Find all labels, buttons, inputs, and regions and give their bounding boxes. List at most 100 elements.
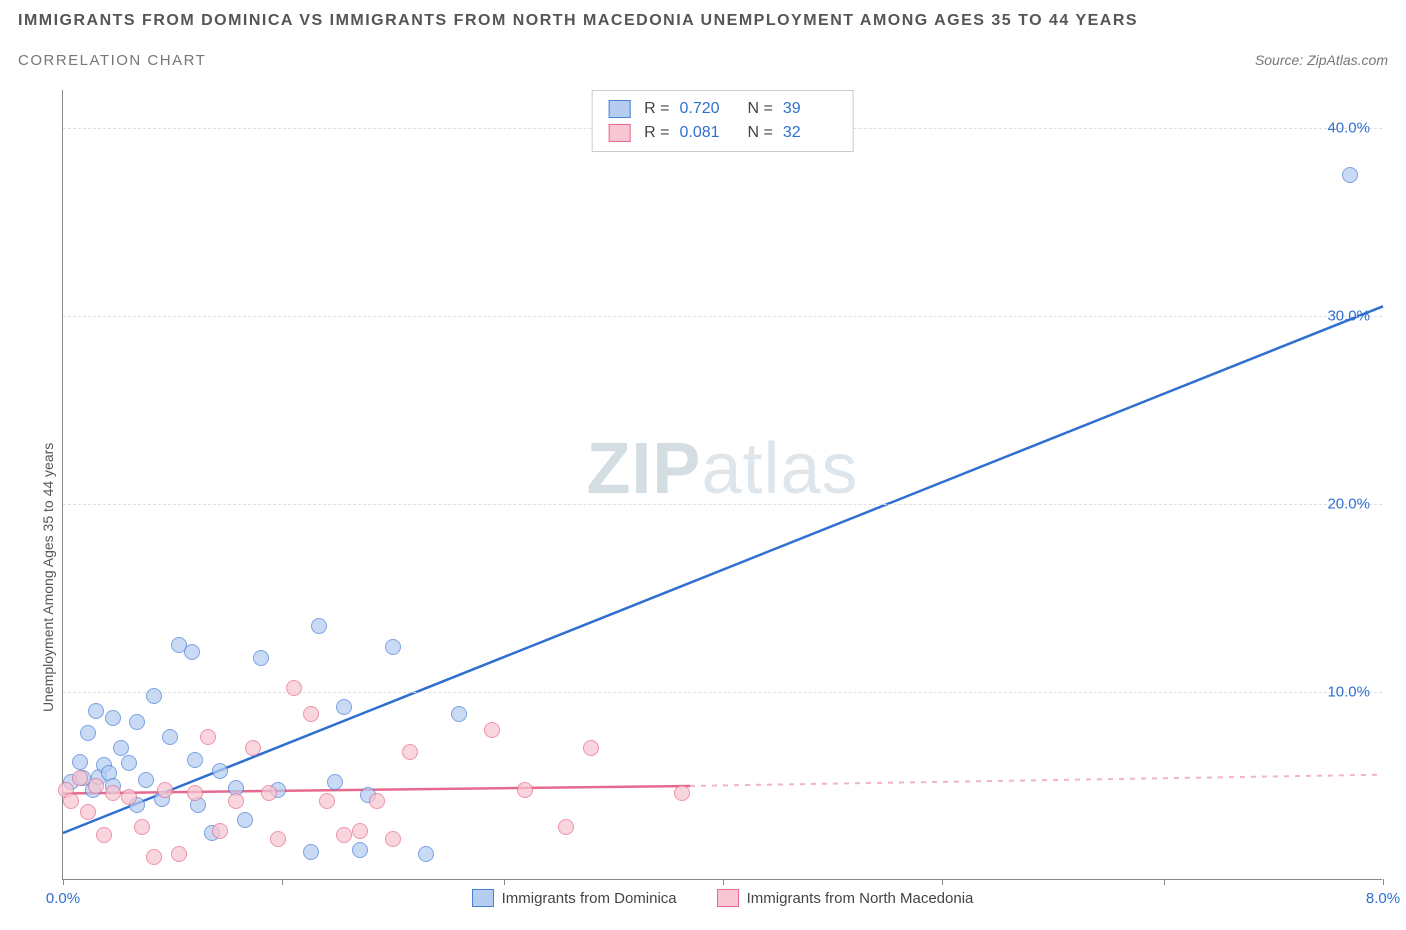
r-label: R = (644, 121, 669, 145)
point-dominica (113, 740, 129, 756)
point-dominica (451, 706, 467, 722)
watermark: ZIPatlas (586, 428, 858, 510)
point-macedonia (369, 793, 385, 809)
n-label: N = (748, 121, 773, 145)
r-label: R = (644, 97, 669, 121)
point-dominica (212, 763, 228, 779)
point-macedonia (105, 785, 121, 801)
point-macedonia (80, 804, 96, 820)
point-dominica (311, 618, 327, 634)
point-dominica (105, 710, 121, 726)
point-dominica (1342, 167, 1358, 183)
point-macedonia (96, 827, 112, 843)
point-dominica (80, 725, 96, 741)
point-macedonia (674, 785, 690, 801)
point-dominica (237, 812, 253, 828)
point-macedonia (558, 819, 574, 835)
y-tick-label: 40.0% (1327, 119, 1370, 136)
scatter-plot-area: ZIPatlas R = 0.720 N = 39 R = 0.081 N = … (62, 90, 1382, 880)
y-axis-label: Unemployment Among Ages 35 to 44 years (40, 443, 56, 712)
point-macedonia (336, 827, 352, 843)
legend-row-dominica: R = 0.720 N = 39 (608, 97, 837, 121)
point-dominica (253, 650, 269, 666)
chart-title: IMMIGRANTS FROM DOMINICA VS IMMIGRANTS F… (18, 12, 1388, 30)
grid-line (63, 504, 1382, 505)
point-macedonia (171, 846, 187, 862)
point-macedonia (261, 785, 277, 801)
y-tick-label: 10.0% (1327, 683, 1370, 700)
point-macedonia (157, 782, 173, 798)
point-macedonia (286, 680, 302, 696)
point-dominica (352, 842, 368, 858)
point-dominica (187, 752, 203, 768)
x-tick-label: 8.0% (1366, 890, 1400, 907)
n-value-dominica: 39 (783, 97, 837, 121)
legend-item-macedonia: Immigrants from North Macedonia (717, 889, 974, 907)
x-tick-mark (723, 879, 724, 885)
correlation-legend-box: R = 0.720 N = 39 R = 0.081 N = 32 (591, 90, 854, 152)
point-dominica (88, 703, 104, 719)
point-macedonia (88, 778, 104, 794)
x-tick-mark (1383, 879, 1384, 885)
point-macedonia (245, 740, 261, 756)
x-tick-label: 0.0% (46, 890, 80, 907)
swatch-macedonia (717, 889, 739, 907)
grid-line (63, 692, 1382, 693)
point-macedonia (63, 793, 79, 809)
x-tick-mark (63, 879, 64, 885)
point-dominica (72, 754, 88, 770)
legend-label: Immigrants from North Macedonia (747, 890, 974, 907)
point-macedonia (517, 782, 533, 798)
point-dominica (146, 688, 162, 704)
source-attribution: Source: ZipAtlas.com (1255, 52, 1388, 68)
legend-item-dominica: Immigrants from Dominica (472, 889, 677, 907)
point-dominica (129, 714, 145, 730)
x-tick-mark (282, 879, 283, 885)
chart-subtitle: CORRELATION CHART (18, 52, 206, 69)
y-tick-label: 30.0% (1327, 307, 1370, 324)
x-tick-mark (504, 879, 505, 885)
point-macedonia (385, 831, 401, 847)
point-macedonia (228, 793, 244, 809)
point-macedonia (319, 793, 335, 809)
point-dominica (327, 774, 343, 790)
point-dominica (162, 729, 178, 745)
point-macedonia (270, 831, 286, 847)
point-macedonia (303, 706, 319, 722)
point-macedonia (212, 823, 228, 839)
swatch-dominica (608, 100, 630, 118)
point-macedonia (187, 785, 203, 801)
legend-row-macedonia: R = 0.081 N = 32 (608, 121, 837, 145)
grid-line (63, 316, 1382, 317)
n-label: N = (748, 97, 773, 121)
point-dominica (418, 846, 434, 862)
point-dominica (385, 639, 401, 655)
r-value-dominica: 0.720 (680, 97, 734, 121)
point-macedonia (352, 823, 368, 839)
y-tick-label: 20.0% (1327, 495, 1370, 512)
point-dominica (303, 844, 319, 860)
point-macedonia (146, 849, 162, 865)
point-macedonia (402, 744, 418, 760)
swatch-macedonia (608, 124, 630, 142)
swatch-dominica (472, 889, 494, 907)
point-dominica (336, 699, 352, 715)
r-value-macedonia: 0.081 (680, 121, 734, 145)
point-macedonia (72, 770, 88, 786)
x-tick-mark (942, 879, 943, 885)
point-dominica (138, 772, 154, 788)
legend-label: Immigrants from Dominica (502, 890, 677, 907)
trend-line-dominica (63, 306, 1383, 833)
series-legend: Immigrants from Dominica Immigrants from… (63, 889, 1382, 907)
x-tick-mark (1164, 879, 1165, 885)
point-dominica (184, 644, 200, 660)
point-macedonia (583, 740, 599, 756)
trend-lines-layer (63, 90, 1383, 880)
n-value-macedonia: 32 (783, 121, 837, 145)
point-macedonia (121, 789, 137, 805)
point-macedonia (134, 819, 150, 835)
point-macedonia (200, 729, 216, 745)
point-macedonia (484, 722, 500, 738)
trend-line-extension (690, 775, 1383, 786)
point-dominica (121, 755, 137, 771)
